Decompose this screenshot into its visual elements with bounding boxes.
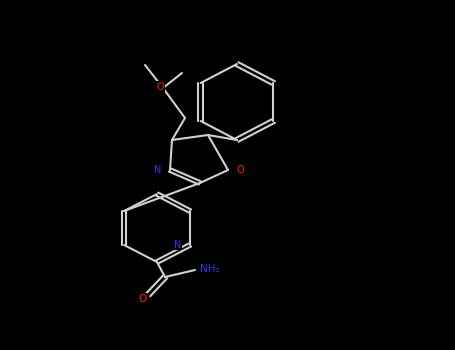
Text: O: O (237, 165, 244, 175)
Text: O: O (157, 82, 165, 92)
Text: O: O (138, 294, 147, 303)
Text: N: N (174, 240, 182, 250)
Text: NH₂: NH₂ (200, 264, 219, 274)
Text: N: N (154, 165, 161, 175)
